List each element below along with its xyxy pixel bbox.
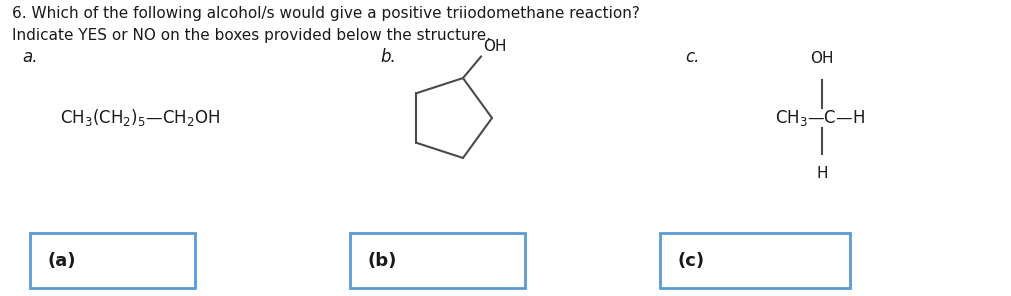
Text: 6. Which of the following alcohol/s would give a positive triiodomethane reactio: 6. Which of the following alcohol/s woul… [12, 6, 639, 21]
Text: H: H [816, 166, 827, 181]
Text: b.: b. [379, 48, 395, 66]
FancyBboxPatch shape [350, 233, 525, 288]
Text: Indicate YES or NO on the boxes provided below the structure.: Indicate YES or NO on the boxes provided… [12, 28, 490, 43]
Text: CH$_3$—C—H: CH$_3$—C—H [774, 108, 864, 128]
FancyBboxPatch shape [30, 233, 195, 288]
Text: CH$_3$(CH$_2$)$_5$—CH$_2$OH: CH$_3$(CH$_2$)$_5$—CH$_2$OH [60, 107, 220, 128]
Text: (b): (b) [368, 252, 397, 269]
Text: (a): (a) [48, 252, 77, 269]
Text: c.: c. [684, 48, 699, 66]
Text: (c): (c) [677, 252, 705, 269]
Text: OH: OH [810, 51, 833, 66]
FancyBboxPatch shape [659, 233, 849, 288]
Text: a.: a. [22, 48, 37, 66]
Text: OH: OH [482, 38, 506, 54]
